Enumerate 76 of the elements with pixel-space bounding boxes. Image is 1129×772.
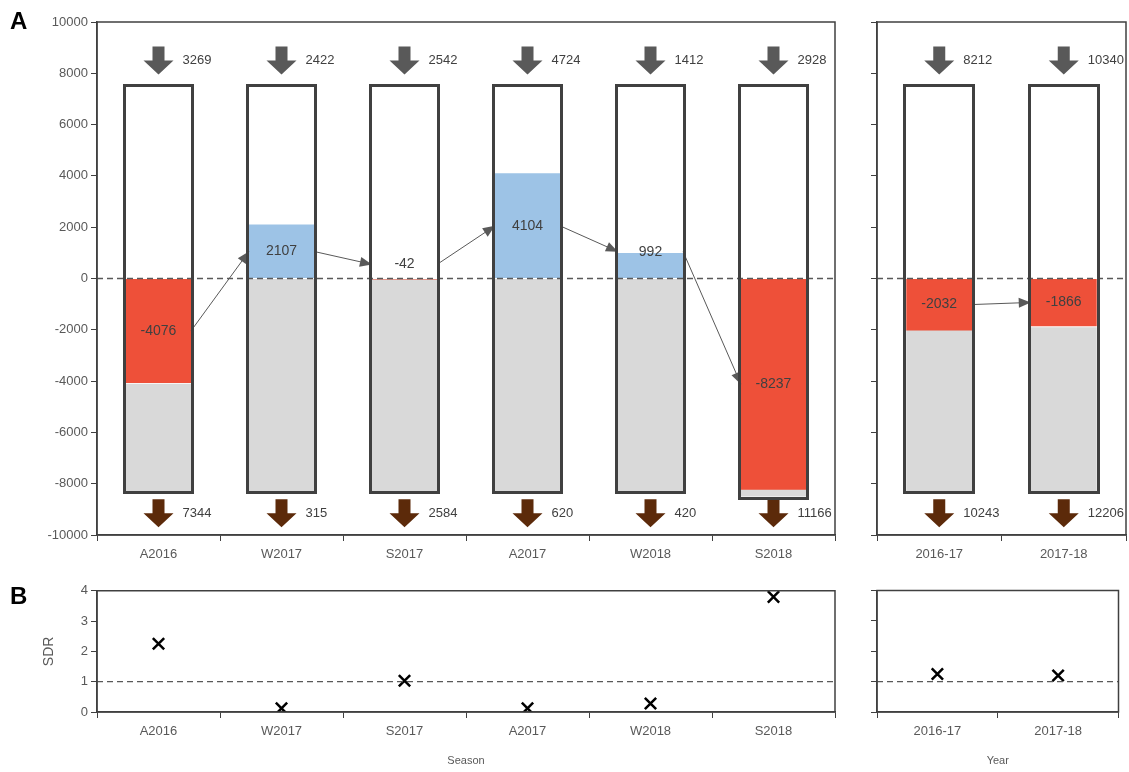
bar <box>125 279 192 384</box>
annotation: 2422 <box>305 52 335 68</box>
bar <box>494 173 561 278</box>
data-label: -2032 <box>921 295 958 312</box>
annotation: 315 <box>305 504 328 520</box>
y-tick-label: 0 <box>80 270 88 286</box>
data-label: -1866 <box>1045 293 1082 310</box>
bar <box>494 279 561 492</box>
x-tick-label: A2017 <box>508 546 547 562</box>
data-label: -8237 <box>755 375 792 391</box>
data-label: -4076 <box>140 321 177 338</box>
annotation: 7344 <box>182 504 212 520</box>
x-tick-label: 2016-17 <box>915 546 964 562</box>
point <box>151 636 166 651</box>
data-label: 2107 <box>265 242 298 259</box>
point <box>520 701 535 712</box>
y-tick-label: -8000 <box>54 475 88 491</box>
bar <box>248 224 315 278</box>
annotation: 3269 <box>182 52 212 68</box>
y-tick-label: 8000 <box>59 64 88 80</box>
data-label: 992 <box>638 242 663 259</box>
x-tick-label: S2018 <box>754 723 793 739</box>
y-tick-label: -4000 <box>54 372 88 388</box>
chart-title: B <box>10 581 28 609</box>
y-tick-label: -6000 <box>54 423 88 439</box>
point <box>397 673 412 688</box>
x-tick-label: W2017 <box>260 723 303 739</box>
bar <box>617 279 684 492</box>
annotation: 2928 <box>797 52 827 68</box>
x-tick-label: S2017 <box>385 723 424 739</box>
annotation: 11166 <box>797 504 832 520</box>
y-tick-label: 6000 <box>59 116 88 132</box>
y-tick-label: -10000 <box>47 526 88 542</box>
y-tick-label: 4000 <box>59 167 88 183</box>
bar <box>248 279 315 492</box>
chart-title: A <box>10 6 28 34</box>
x-tick-label: S2017 <box>385 546 424 562</box>
x-tick-label: 2017-18 <box>1039 546 1088 562</box>
point <box>643 696 658 711</box>
y-axis-title: SDR <box>40 636 57 667</box>
annotation: 2584 <box>428 504 458 520</box>
x-tick-label: 2017-18 <box>1034 723 1082 739</box>
bar <box>371 279 438 492</box>
y-tick-label: 0 <box>80 703 88 719</box>
bar <box>740 279 807 490</box>
y-tick-label: -2000 <box>54 321 88 337</box>
x-axis-title: Year <box>986 754 1010 767</box>
y-tick-label: 2000 <box>59 218 88 234</box>
y-tick-label: 3 <box>80 612 88 628</box>
annotation: 420 <box>674 504 697 520</box>
y-tick-label: 4 <box>80 582 88 598</box>
annotation: 8212 <box>963 52 993 68</box>
bar <box>125 383 192 492</box>
x-tick-label: W2018 <box>629 723 672 739</box>
x-tick-label: A2017 <box>508 723 547 739</box>
data-label: 4104 <box>511 216 544 233</box>
annotation: 1412 <box>674 52 704 68</box>
x-tick-label: A2016 <box>139 723 178 739</box>
x-tick-label: W2018 <box>629 546 672 562</box>
y-tick-label: 2 <box>80 642 88 658</box>
annotation: 4724 <box>551 52 581 68</box>
point <box>274 701 289 712</box>
point <box>766 590 781 604</box>
x-tick-label: W2017 <box>260 546 303 562</box>
annotation: 10340 <box>1087 52 1124 68</box>
y-tick-label: 10000 <box>51 13 88 29</box>
x-tick-label: S2018 <box>754 546 793 562</box>
x-axis-title: Season <box>447 754 485 767</box>
annotation: 12206 <box>1087 504 1124 520</box>
annotation: 10243 <box>963 504 1000 520</box>
y-tick-label: 1 <box>80 673 88 689</box>
data-label: -42 <box>394 255 415 272</box>
x-tick-label: 2016-17 <box>913 723 962 739</box>
annotation: 2542 <box>428 52 458 68</box>
x-tick-label: A2016 <box>139 546 178 562</box>
annotation: 620 <box>551 504 574 520</box>
